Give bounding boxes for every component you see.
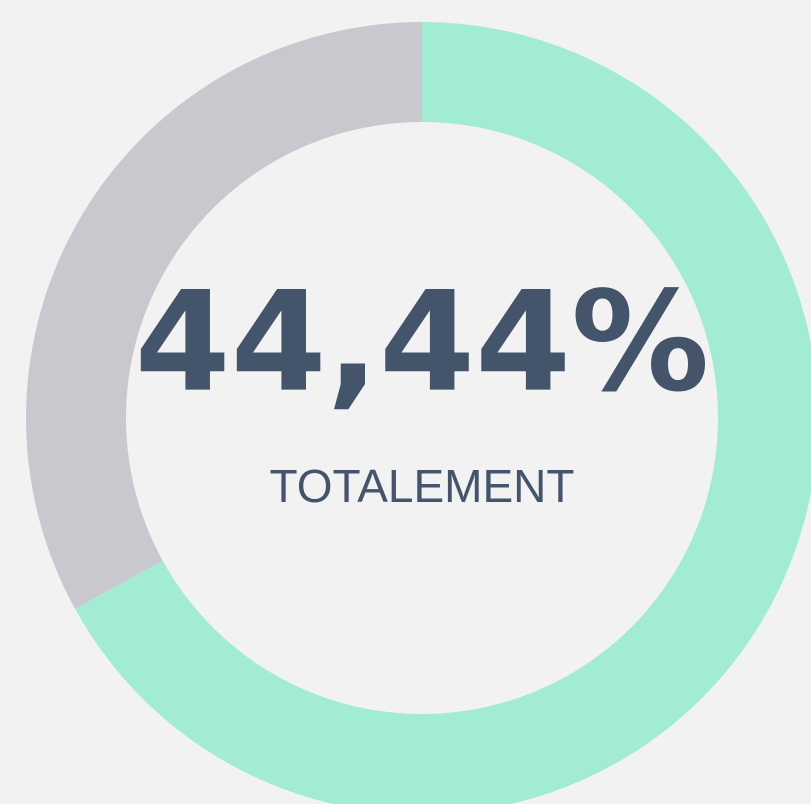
center-label: TOTALEMENT [270,460,575,512]
center-value: 44,44% [135,262,710,423]
donut [26,22,811,804]
donut-segment [26,22,423,609]
